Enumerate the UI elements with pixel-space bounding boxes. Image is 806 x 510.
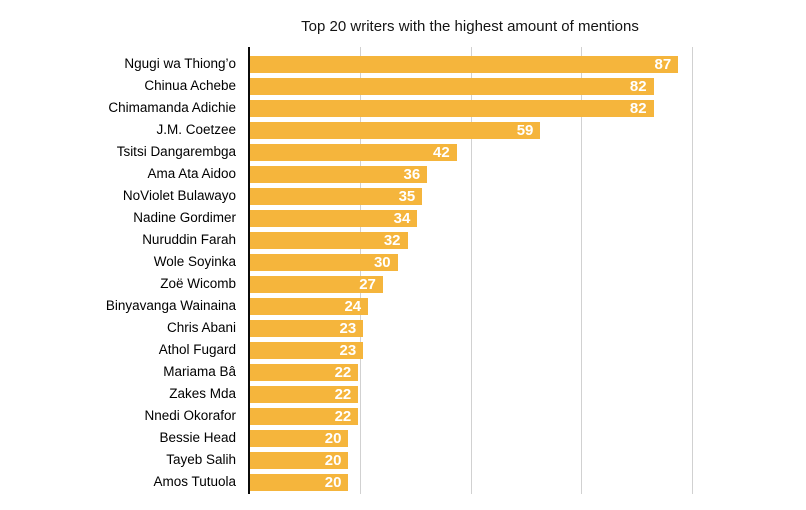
- bar: 36: [250, 165, 428, 183]
- category-label: Ama Ata Aidoo: [147, 166, 236, 181]
- value-label: 27: [359, 275, 376, 293]
- bar-row: 22: [250, 383, 806, 405]
- y-axis-line: [248, 47, 250, 494]
- bar: 23: [250, 319, 364, 337]
- value-label: 30: [373, 253, 391, 271]
- gridline: [470, 47, 472, 494]
- category-label: Nuruddin Farah: [142, 232, 236, 247]
- value-label: 20: [324, 429, 342, 447]
- bar: 34: [250, 209, 418, 227]
- value-label: 36: [403, 165, 421, 183]
- value-label: 20: [324, 473, 342, 491]
- bar: 24: [250, 297, 369, 315]
- bar-row: 24: [250, 295, 806, 317]
- bar-row: 35: [250, 185, 806, 207]
- category-label: Nnedi Okorafor: [144, 408, 236, 423]
- category-label: Tayeb Salih: [166, 452, 236, 467]
- plot-area: Ngugi wa Thiong’o Chinua Achebe Chimamanda…: [0, 47, 806, 494]
- bar: 42: [250, 143, 457, 161]
- bar: 27: [250, 275, 383, 293]
- value-label: 23: [339, 319, 357, 337]
- bar-row: 20: [250, 471, 806, 493]
- category-label: Nadine Gordimer: [133, 210, 236, 225]
- bar: 22: [250, 407, 359, 425]
- bar: 20: [250, 429, 349, 447]
- category-label: Bessie Head: [159, 430, 236, 445]
- bar-row: 20: [250, 427, 806, 449]
- bar-row: 59: [250, 119, 806, 141]
- category-label: Chinua Achebe: [144, 78, 236, 93]
- value-label: 34: [393, 209, 411, 227]
- bar: 82: [250, 77, 654, 95]
- bar: 59: [250, 121, 541, 139]
- bar: 82: [250, 99, 654, 117]
- bar-row: 32: [250, 229, 806, 251]
- value-label: 24: [344, 297, 362, 315]
- gridline: [692, 47, 693, 494]
- value-label: 20: [324, 451, 342, 469]
- value-label: 23: [339, 341, 357, 359]
- category-label: Athol Fugard: [158, 342, 236, 357]
- category-label: Ngugi wa Thiong’o: [124, 56, 236, 71]
- category-label: Zoë Wicomb: [160, 276, 236, 291]
- bar-row: 87: [250, 53, 806, 75]
- value-label: 22: [334, 363, 352, 381]
- bar-row: 23: [250, 339, 806, 361]
- bar-row: 22: [250, 361, 806, 383]
- bar-row: 34: [250, 207, 806, 229]
- bar: 32: [250, 231, 408, 249]
- gridline: [581, 47, 583, 494]
- bar-row: 82: [250, 75, 806, 97]
- bar: 22: [250, 385, 359, 403]
- bar-row: 20: [250, 449, 806, 471]
- chart-title: Top 20 writers with the highest amount o…: [301, 18, 639, 35]
- bar-row: 36: [250, 163, 806, 185]
- value-label: 32: [383, 231, 401, 249]
- value-label: 82: [629, 99, 647, 117]
- bar: 20: [250, 451, 349, 469]
- gridline: [359, 47, 361, 494]
- bar: 23: [250, 341, 364, 359]
- category-label: Zakes Mda: [169, 386, 236, 401]
- value-label: 59: [516, 121, 534, 139]
- value-label: 22: [334, 407, 352, 425]
- category-label: Binyavanga Wainaina: [105, 298, 236, 313]
- bar: 22: [250, 363, 359, 381]
- bar-row: 30: [250, 251, 806, 273]
- value-label: 35: [398, 187, 416, 205]
- value-label: 82: [629, 77, 647, 95]
- category-label: Tsitsi Dangarembga: [116, 144, 236, 159]
- category-label: Amos Tutuola: [153, 474, 236, 489]
- category-label: NoViolet Bulawayo: [122, 188, 236, 203]
- category-label-column: Ngugi wa Thiong’o Chinua Achebe Chimamanda…: [0, 53, 236, 493]
- bar: 87: [250, 55, 679, 73]
- bar-row: 42: [250, 141, 806, 163]
- category-label: Chris Abani: [166, 320, 236, 335]
- category-label: Mariama Bâ: [163, 364, 236, 379]
- bar-area: 87 82 82 59 42 36 35 34 32 30 27 24 23 23 22 22 22 20 20 20: [250, 53, 806, 493]
- bar: 30: [250, 253, 398, 271]
- value-label: 42: [433, 143, 450, 161]
- category-label: Chimamanda Adichie: [108, 100, 236, 115]
- category-label: J.M. Coetzee: [156, 122, 236, 137]
- value-label: 87: [654, 55, 672, 73]
- bar-row: 23: [250, 317, 806, 339]
- value-label: 22: [334, 385, 352, 403]
- bar-row: 27: [250, 273, 806, 295]
- bar-row: 22: [250, 405, 806, 427]
- bar: 20: [250, 473, 349, 491]
- bar-row: 82: [250, 97, 806, 119]
- bar: 35: [250, 187, 423, 205]
- category-label: Wole Soyinka: [153, 254, 236, 269]
